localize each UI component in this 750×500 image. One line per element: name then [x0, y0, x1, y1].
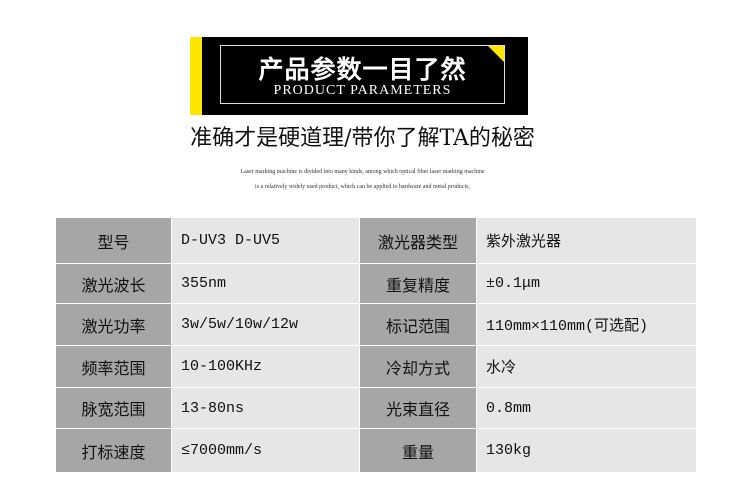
spec-value: ±0.1μm: [476, 263, 697, 304]
spec-label: 激光波长: [55, 263, 172, 304]
spec-value: D-UV3 D-UV5: [171, 217, 360, 264]
spec-label: 标记范围: [359, 303, 477, 346]
headline: 准确才是硬道理/带你了解TA的秘密: [190, 126, 535, 151]
spec-value: 10-100KHz: [171, 345, 360, 388]
title-banner: 产品参数一目了然 PRODUCT PARAMETERS: [190, 37, 528, 115]
spec-label: 型号: [55, 217, 172, 264]
spec-value: 130kg: [476, 428, 697, 473]
banner-frame: 产品参数一目了然 PRODUCT PARAMETERS: [220, 45, 505, 104]
spec-label: 重复精度: [359, 263, 477, 304]
spec-value: 110mm×110mm(可选配): [476, 303, 697, 346]
spec-label: 激光器类型: [359, 217, 477, 264]
spec-row: 型号 D-UV3 D-UV5 激光器类型 紫外激光器: [55, 217, 697, 264]
spec-row: 频率范围 10-100KHz 冷却方式 水冷: [55, 345, 697, 388]
spec-row: 激光功率 3w/5w/10w/12w 标记范围 110mm×110mm(可选配): [55, 303, 697, 346]
spec-value: 355nm: [171, 263, 360, 304]
spec-row: 激光波长 355nm 重复精度 ±0.1μm: [55, 263, 697, 304]
banner-subtitle: PRODUCT PARAMETERS: [273, 83, 452, 98]
spec-label: 激光功率: [55, 303, 172, 346]
spec-value: ≤7000mm/s: [171, 428, 360, 473]
spec-value: 水冷: [476, 345, 697, 388]
spec-value: 13-80ns: [171, 387, 360, 429]
spec-label: 频率范围: [55, 345, 172, 388]
banner-title: 产品参数一目了然: [258, 55, 467, 84]
spec-label: 光束直径: [359, 387, 477, 429]
spec-table: 型号 D-UV3 D-UV5 激光器类型 紫外激光器 激光波长 355nm 重复精度 ±0.1…: [55, 217, 697, 473]
yellow-accent-strip: [190, 37, 202, 115]
spec-row: 打标速度 ≤7000mm/s 重量 130kg: [55, 428, 697, 473]
spec-label: 打标速度: [55, 428, 172, 473]
spec-value: 3w/5w/10w/12w: [171, 303, 360, 346]
spec-value: 紫外激光器: [476, 217, 697, 264]
spec-label: 脉宽范围: [55, 387, 172, 429]
spec-label: 冷却方式: [359, 345, 477, 388]
yellow-corner-triangle: [488, 46, 504, 62]
spec-label: 重量: [359, 428, 477, 473]
description-line-1: Laser marking machine is divided into ma…: [240, 169, 485, 175]
spec-value: 0.8mm: [476, 387, 697, 429]
spec-row: 脉宽范围 13-80ns 光束直径 0.8mm: [55, 387, 697, 429]
description-line-2: is a relatively widely used product, whi…: [255, 184, 470, 190]
